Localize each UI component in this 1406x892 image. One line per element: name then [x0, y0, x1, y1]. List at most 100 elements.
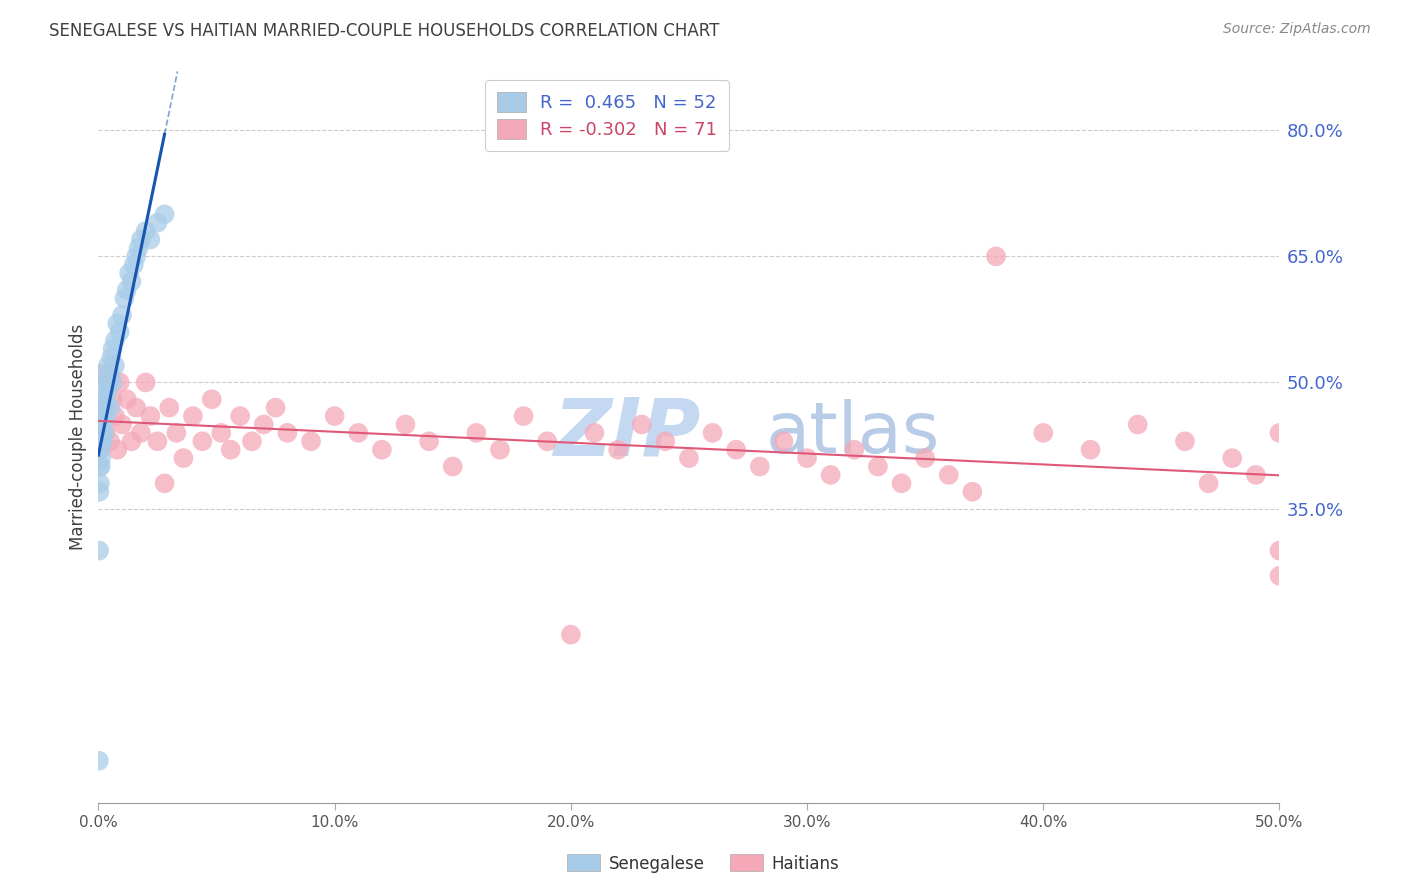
- Point: [101, 376, 124, 390]
- Point: [96, 367, 118, 381]
- Point: [583, 425, 606, 440]
- Point: [820, 467, 842, 482]
- Point: [89, 543, 111, 558]
- Point: [201, 392, 224, 407]
- Point: [97, 359, 120, 373]
- Point: [90, 434, 112, 449]
- Point: [418, 434, 440, 449]
- Point: [153, 207, 176, 221]
- Point: [866, 459, 889, 474]
- Point: [93, 392, 115, 407]
- Point: [844, 442, 866, 457]
- Point: [181, 409, 204, 423]
- Point: [93, 425, 115, 440]
- Point: [276, 425, 298, 440]
- Point: [536, 434, 558, 449]
- Point: [678, 451, 700, 466]
- Point: [90, 417, 112, 432]
- Point: [347, 425, 370, 440]
- Point: [938, 467, 960, 482]
- Point: [172, 451, 194, 466]
- Point: [94, 376, 117, 390]
- Point: [1080, 442, 1102, 457]
- Point: [1220, 451, 1243, 466]
- Point: [89, 442, 111, 457]
- Point: [1174, 434, 1197, 449]
- Point: [90, 434, 112, 449]
- Y-axis label: Married-couple Households: Married-couple Households: [69, 324, 87, 550]
- Point: [89, 476, 111, 491]
- Point: [91, 409, 114, 423]
- Point: [630, 417, 652, 432]
- Point: [94, 425, 117, 440]
- Point: [264, 401, 287, 415]
- Point: [135, 224, 157, 238]
- Point: [135, 376, 157, 390]
- Point: [90, 459, 112, 474]
- Point: [1268, 569, 1291, 583]
- Point: [111, 417, 134, 432]
- Point: [128, 241, 150, 255]
- Point: [101, 392, 124, 407]
- Point: [654, 434, 676, 449]
- Point: [104, 359, 127, 373]
- Point: [101, 342, 124, 356]
- Point: [914, 451, 936, 466]
- Point: [108, 376, 131, 390]
- Point: [104, 409, 127, 423]
- Point: [94, 392, 117, 407]
- Point: [165, 425, 187, 440]
- Point: [111, 308, 134, 322]
- Point: [118, 266, 141, 280]
- Point: [139, 409, 162, 423]
- Point: [94, 401, 117, 415]
- Point: [489, 442, 512, 457]
- Point: [90, 425, 112, 440]
- Point: [91, 417, 114, 432]
- Point: [229, 409, 252, 423]
- Point: [323, 409, 346, 423]
- Point: [97, 384, 120, 398]
- Point: [90, 451, 112, 466]
- Point: [89, 459, 111, 474]
- Point: [1032, 425, 1054, 440]
- Point: [219, 442, 242, 457]
- Point: [796, 451, 818, 466]
- Point: [139, 233, 162, 247]
- Point: [91, 401, 114, 415]
- Point: [108, 325, 131, 339]
- Point: [98, 367, 121, 381]
- Point: [1198, 476, 1220, 491]
- Point: [253, 417, 276, 432]
- Point: [98, 401, 121, 415]
- Point: [112, 291, 135, 305]
- Point: [87, 754, 110, 768]
- Text: ZIP: ZIP: [553, 394, 700, 473]
- Point: [91, 401, 114, 415]
- Point: [129, 233, 152, 247]
- Point: [89, 442, 111, 457]
- Point: [299, 434, 322, 449]
- Point: [465, 425, 488, 440]
- Point: [890, 476, 912, 491]
- Point: [105, 317, 128, 331]
- Point: [115, 283, 138, 297]
- Point: [157, 401, 180, 415]
- Point: [772, 434, 794, 449]
- Text: Source: ZipAtlas.com: Source: ZipAtlas.com: [1223, 22, 1371, 37]
- Point: [146, 434, 169, 449]
- Point: [1244, 467, 1267, 482]
- Legend: R =  0.465   N = 52, R = -0.302   N = 71: R = 0.465 N = 52, R = -0.302 N = 71: [485, 80, 730, 151]
- Point: [91, 425, 114, 440]
- Point: [560, 627, 582, 641]
- Point: [725, 442, 748, 457]
- Point: [441, 459, 464, 474]
- Point: [153, 476, 176, 491]
- Text: SENEGALESE VS HAITIAN MARRIED-COUPLE HOUSEHOLDS CORRELATION CHART: SENEGALESE VS HAITIAN MARRIED-COUPLE HOU…: [49, 22, 720, 40]
- Point: [125, 401, 148, 415]
- Point: [1126, 417, 1149, 432]
- Point: [607, 442, 630, 457]
- Point: [89, 425, 111, 440]
- Point: [962, 484, 984, 499]
- Point: [104, 334, 127, 348]
